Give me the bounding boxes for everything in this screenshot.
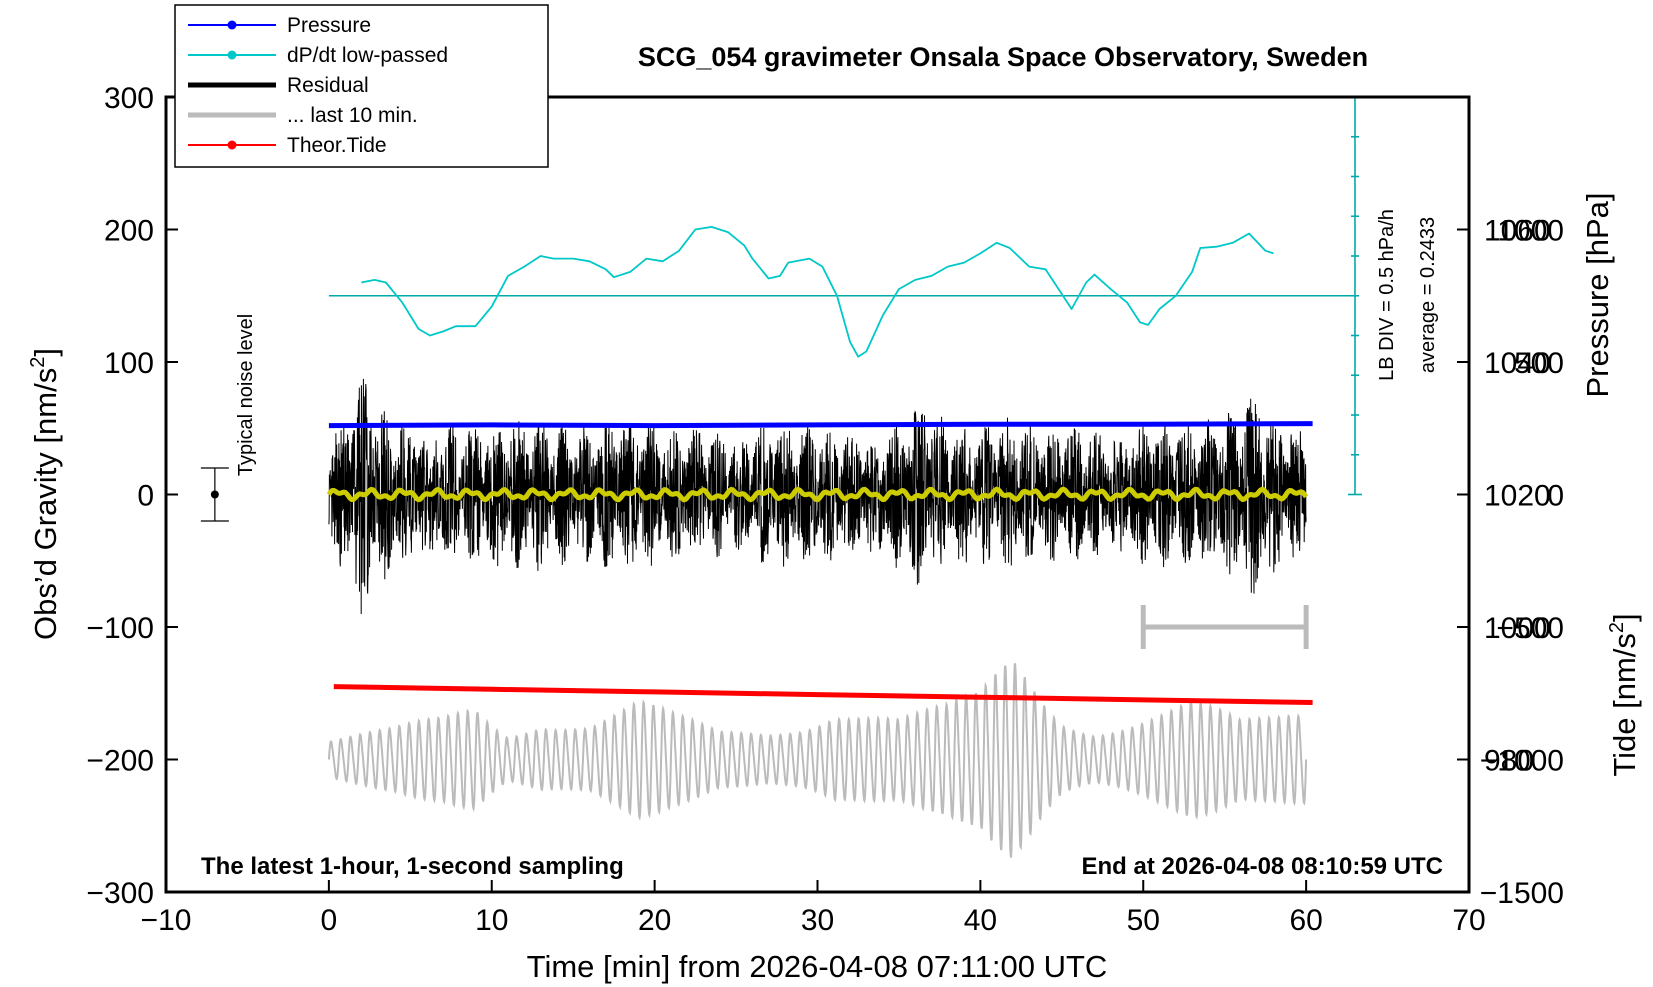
x-tick-label: 0 [321,904,338,937]
noise-level-label: Typical noise level [235,314,257,476]
x-tick-label: 30 [801,904,834,937]
legend-entry-label: dP/dt low-passed [287,44,448,67]
y-tick-label: −200 [86,745,154,778]
tide-tick-label: 500 [1514,347,1564,380]
pressure-tick-label: 980 [1484,745,1534,778]
y-tick-label: 200 [104,215,154,248]
legend-entries: Pressure dP/dt low-passed Residual ... last… [188,14,448,157]
tide-axis-ticks: −1500 −1000 −500 0 500 1000 [1457,215,1564,910]
series-theoretical-tide [333,684,1313,705]
end-time-note: End at 2026-04-08 08:10:59 UTC [1082,853,1444,880]
pressure-tick-label: 1060 [1484,215,1551,248]
sampling-note: The latest 1-hour, 1-second sampling [201,853,624,880]
x-tick-label: 40 [964,904,997,937]
legend-entry-label: ... last 10 min. [287,104,418,127]
x-axis-title: Time [min] from 2026-04-08 07:11:00 UTC [527,949,1108,984]
y-tick-label: 0 [137,480,154,513]
x-tick-label: −10 [141,904,192,937]
x-tick-label: 50 [1127,904,1160,937]
legend-entry-label: Theor.Tide [287,134,387,157]
y-axis-title-superscript: 2 [27,357,49,368]
tide-axis-title: Tide [nm/s2] [1606,613,1642,776]
tide-tick-label: −1000 [1480,745,1564,778]
x-tick-label: 70 [1452,904,1485,937]
legend-swatch-dot [227,140,237,150]
y-axis-ticks: −300 −200 −100 0 100 200 300 [86,82,178,910]
tide-tick-label: 0 [1547,480,1564,513]
tide-tick-label: −500 [1496,612,1564,645]
noise-bar-dot [210,490,219,499]
pressure-axis-title: Pressure [hPa] [1580,192,1615,397]
tide-axis-title-superscript: 2 [1606,622,1628,633]
lb-div-label: LB DIV = 0.5 hPa/h [1376,209,1398,381]
tide-axis-title-main: Tide [nm/s [1607,633,1642,777]
x-tick-label: 20 [638,904,671,937]
x-tick-label: 10 [475,904,508,937]
x-tick-label: 60 [1289,904,1322,937]
pressure-tick-label: 1040 [1484,347,1551,380]
legend-swatch-dot [227,20,237,30]
pressure-tick-label: 1020 [1484,480,1551,513]
series-residual [328,378,1307,615]
average-label: average = 0.2433 [1417,217,1439,373]
y-tick-label: 300 [104,82,154,115]
pressure-axis-ticks: 980 1000 1020 1040 1060 [1457,215,1551,778]
series-dpdt [361,225,1274,358]
y-axis-title-main: Obs’d Gravity [nm/s [28,368,63,640]
legend: Pressure dP/dt low-passed Residual ... last… [174,4,549,168]
y-tick-label: 100 [104,347,154,380]
y-axis-title: Obs’d Gravity [nm/s2] [27,348,63,640]
tide-tick-label: 1000 [1497,215,1564,248]
x-axis-ticks: −10 0 10 20 30 40 50 60 70 [141,880,1486,937]
y-tick-label: −100 [86,612,154,645]
legend-entry-label: Residual [287,74,369,97]
legend-entry-label: Pressure [287,14,371,37]
tide-axis-title-end: ] [1607,613,1642,622]
tide-tick-label: −1500 [1480,877,1564,910]
series-residual-smoothed [326,486,1309,503]
chart-title: SCG_054 gravimeter Onsala Space Observat… [638,42,1368,72]
plot-data [200,96,1362,858]
pressure-tick-label: 1000 [1484,612,1551,645]
legend-swatch-dot [227,50,237,60]
series-last-10-min [327,663,1308,858]
y-axis-title-end: ] [28,348,63,357]
series-pressure [328,421,1313,429]
y-tick-label: −300 [86,877,154,910]
